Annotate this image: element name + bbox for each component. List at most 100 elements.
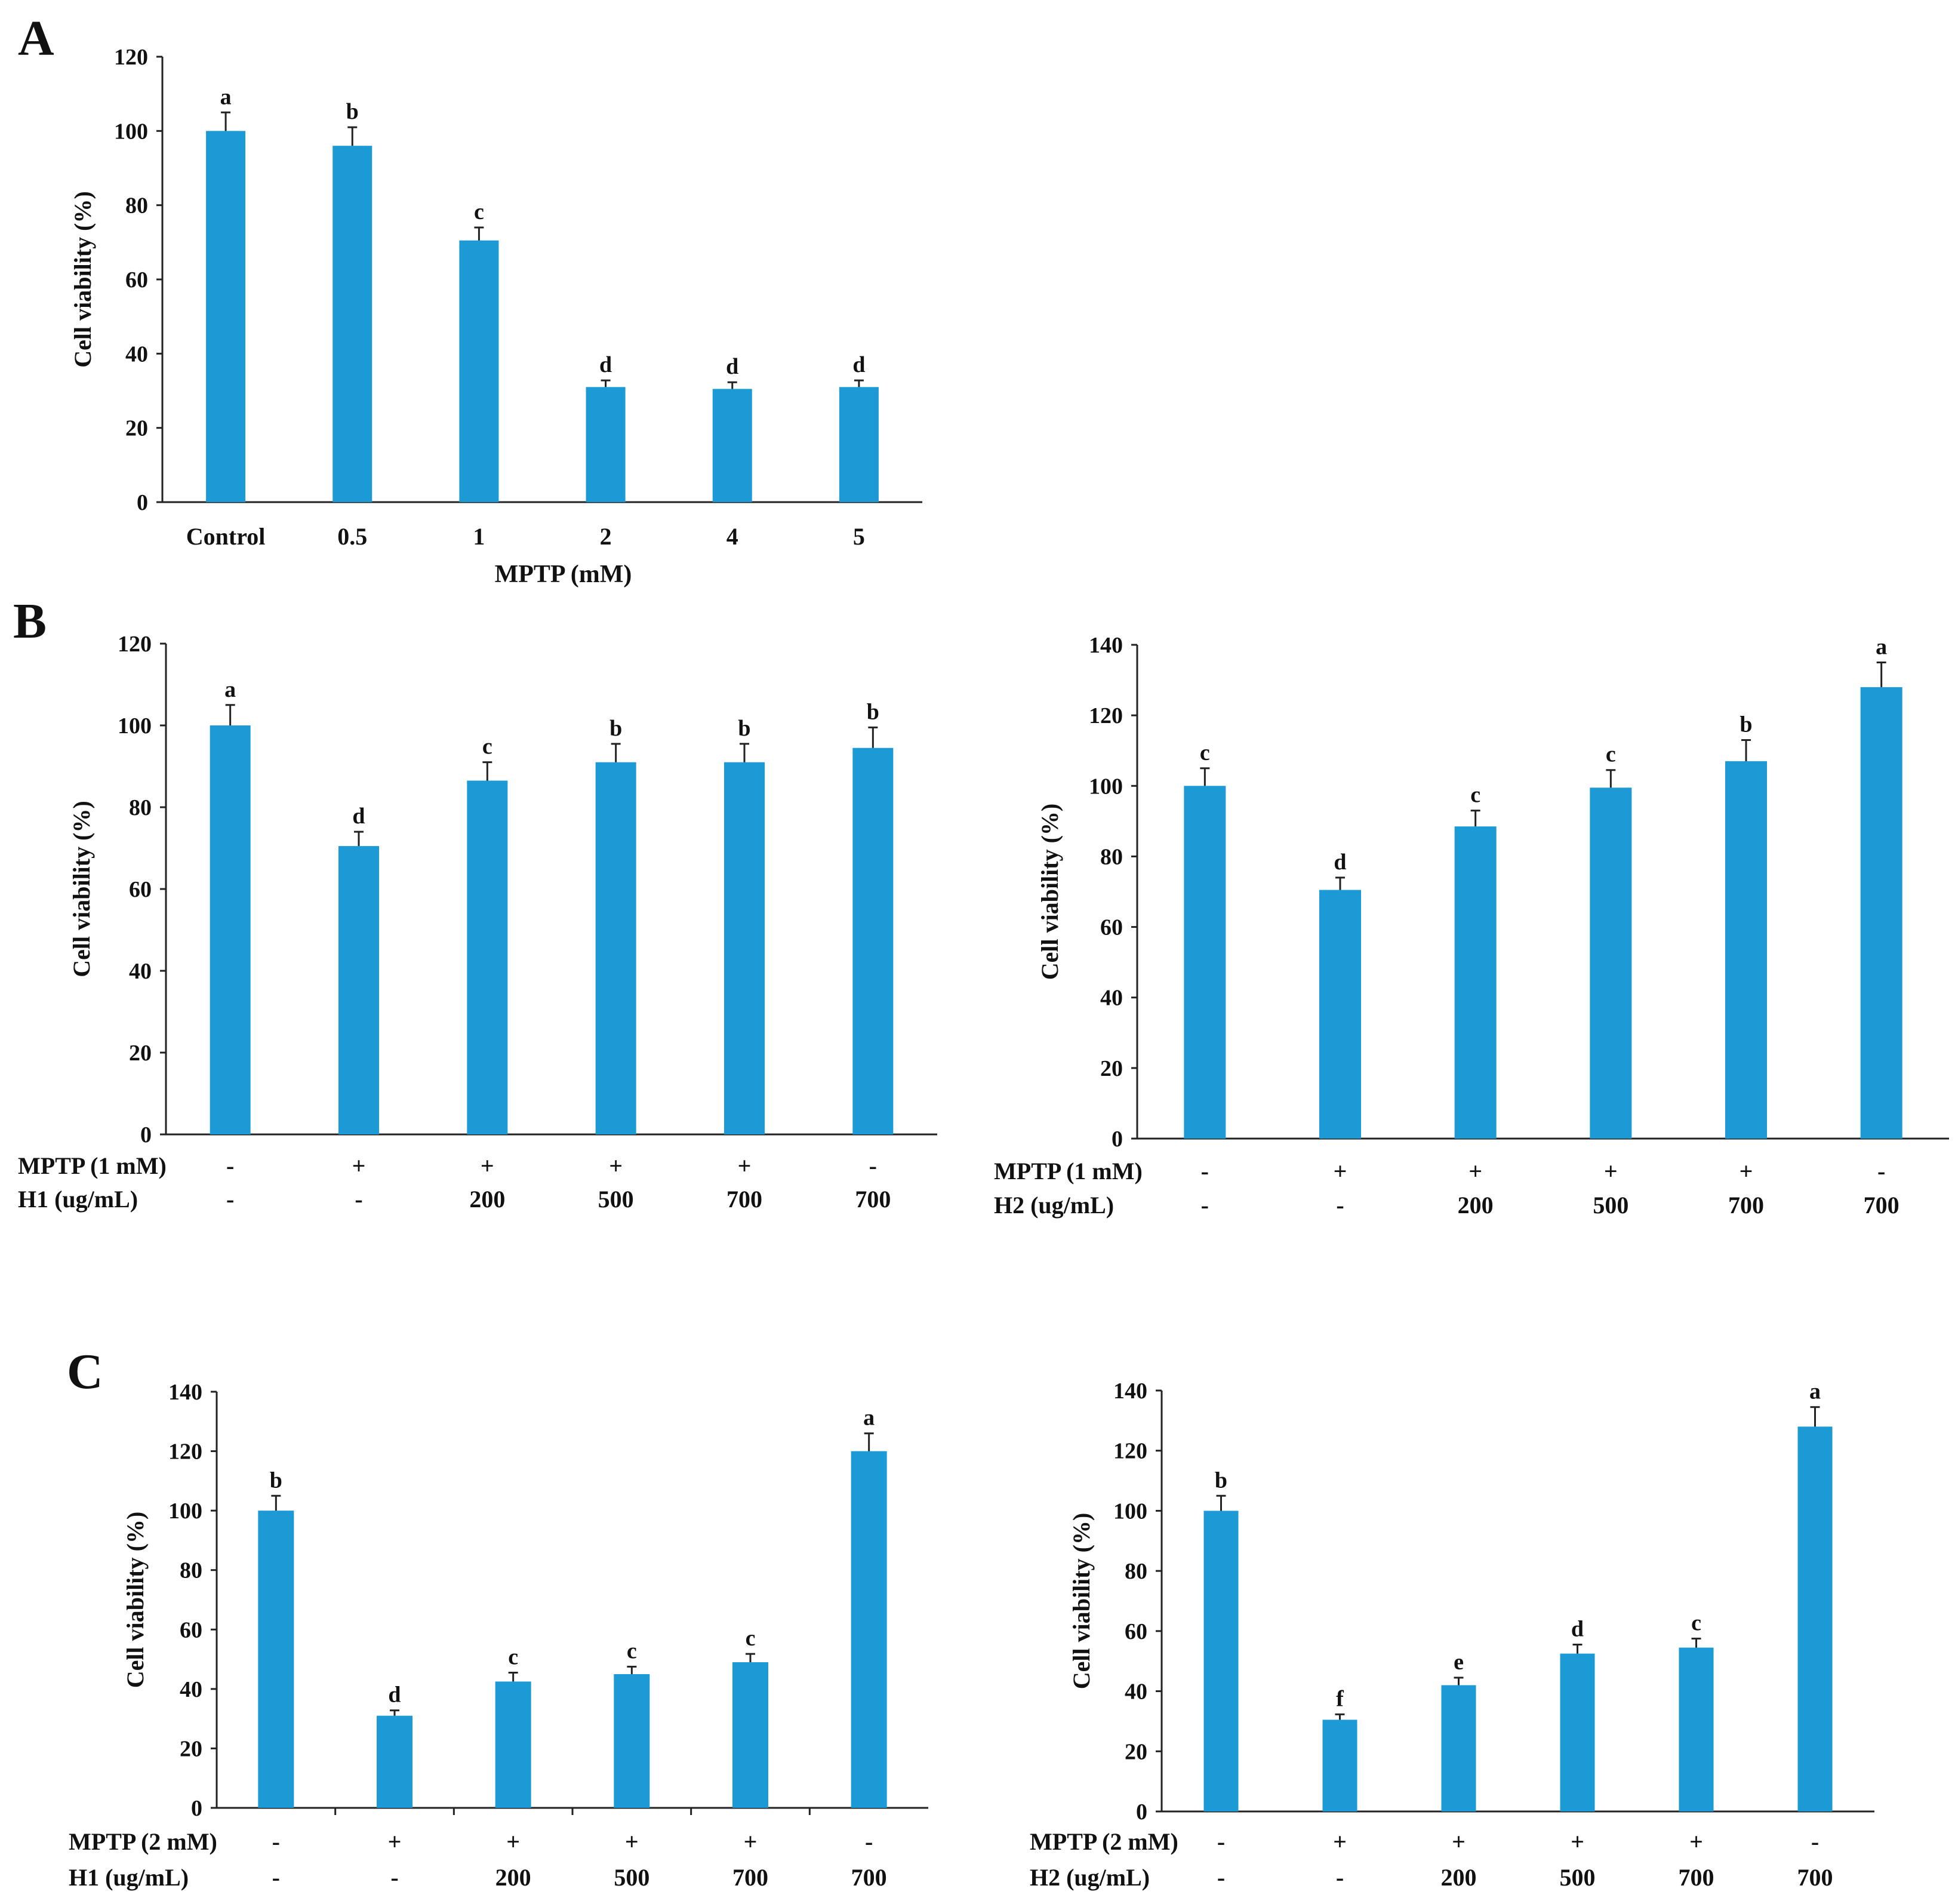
treatment-value: + xyxy=(388,1828,402,1855)
treatment-value: - xyxy=(1201,1192,1209,1219)
treatment-value: - xyxy=(1217,1864,1225,1891)
significance-letter: c xyxy=(508,1644,518,1669)
significance-letter: c xyxy=(474,199,484,224)
bar xyxy=(1322,1720,1357,1811)
significance-letter: b xyxy=(609,716,622,741)
treatment-value: + xyxy=(609,1152,623,1179)
y-tick-label: 100 xyxy=(1089,774,1123,799)
treatment-value: 700 xyxy=(851,1864,887,1891)
bar xyxy=(338,846,379,1134)
bar xyxy=(1184,786,1226,1139)
treatment-value: + xyxy=(738,1152,752,1179)
treatment-value: 200 xyxy=(495,1864,531,1891)
x-tick-label: 1 xyxy=(473,523,485,550)
y-tick-label: 120 xyxy=(1113,1439,1147,1464)
y-axis-label: Cell viability (%) xyxy=(122,1512,149,1688)
treatment-value: + xyxy=(625,1828,639,1855)
bar xyxy=(1679,1647,1714,1811)
treatment-value: 500 xyxy=(614,1864,649,1891)
y-tick-label: 40 xyxy=(129,959,152,984)
treatment-value: - xyxy=(1877,1158,1885,1185)
bar xyxy=(1454,826,1497,1139)
treatment-value: 700 xyxy=(1797,1864,1833,1891)
treatment-row-label: MPTP (2 mM) xyxy=(1030,1828,1178,1855)
significance-letter: d xyxy=(1571,1617,1584,1642)
y-tick-label: 20 xyxy=(1125,1739,1147,1764)
bar xyxy=(595,762,636,1134)
y-tick-label: 60 xyxy=(1100,915,1123,940)
treatment-value: + xyxy=(352,1152,366,1179)
y-axis-label: Cell viability (%) xyxy=(1068,1513,1095,1690)
significance-letter: c xyxy=(1470,783,1480,808)
y-tick-label: 0 xyxy=(1136,1800,1147,1825)
treatment-value: 700 xyxy=(732,1864,768,1891)
treatment-value: + xyxy=(1604,1158,1618,1185)
significance-letter: a xyxy=(220,84,232,109)
x-tick-label: 4 xyxy=(726,523,738,550)
treatment-value: - xyxy=(1217,1828,1225,1855)
chart-b1: B 0 20 40 60 80 100 120 Cell viability (%) a d c b b b… xyxy=(13,593,937,1213)
bar xyxy=(1441,1685,1476,1811)
treatment-value: - xyxy=(1336,1864,1344,1891)
treatment-row-label: MPTP (1 mM) xyxy=(994,1158,1143,1185)
significance-letter: c xyxy=(1200,740,1210,765)
treatment-value: 700 xyxy=(726,1186,762,1213)
treatment-value: - xyxy=(869,1152,877,1179)
y-tick-label: 80 xyxy=(129,795,152,820)
y-tick-label: 40 xyxy=(125,342,148,367)
treatment-value: - xyxy=(1811,1828,1819,1855)
y-tick-label: 100 xyxy=(1113,1499,1147,1524)
treatment-value: + xyxy=(1689,1828,1703,1855)
significance-letter: c xyxy=(746,1626,756,1651)
bar xyxy=(1590,788,1632,1139)
significance-letter: d xyxy=(352,804,365,829)
bar xyxy=(1203,1511,1239,1811)
chart-c2: 0 20 40 60 80 100 120 140 Cell viability (%) b f e d… xyxy=(1030,1379,1874,1891)
treatment-value: - xyxy=(865,1828,873,1855)
y-tick-label: 40 xyxy=(1125,1680,1147,1705)
y-tick-label: 80 xyxy=(125,193,148,219)
significance-letter: c xyxy=(1691,1610,1701,1635)
bar xyxy=(851,1451,887,1808)
y-tick-label: 20 xyxy=(125,416,148,441)
bar xyxy=(467,780,508,1134)
y-tick-label: 120 xyxy=(1089,703,1123,728)
significance-letter: a xyxy=(224,677,236,702)
bar xyxy=(586,387,626,502)
y-axis-label: Cell viability (%) xyxy=(1036,804,1063,980)
significance-letter: b xyxy=(346,99,359,124)
significance-letter: b xyxy=(1215,1468,1227,1493)
treatment-value: - xyxy=(226,1186,234,1213)
treatment-value: 500 xyxy=(598,1186,634,1213)
bar xyxy=(495,1681,531,1808)
y-tick-label: 80 xyxy=(1125,1559,1147,1584)
panel-label: B xyxy=(13,593,47,649)
y-tick-label: 40 xyxy=(1100,986,1123,1011)
y-tick-label: 140 xyxy=(1089,633,1123,658)
x-axis-label: MPTP (mM) xyxy=(495,561,632,588)
chart-a: A 0 20 40 60 80 100 120 Cell viability (%) a b c d d d… xyxy=(18,11,922,588)
significance-letter: c xyxy=(482,734,492,759)
treatment-row-label: MPTP (1 mM) xyxy=(18,1152,167,1179)
treatment-value: - xyxy=(1201,1158,1209,1185)
y-tick-label: 80 xyxy=(180,1558,202,1583)
significance-letter: b xyxy=(1740,712,1752,737)
significance-letter: f xyxy=(1336,1686,1344,1711)
panel-label: A xyxy=(18,11,54,66)
significance-letter: d xyxy=(388,1682,401,1708)
bar xyxy=(1560,1653,1595,1811)
y-tick-label: 20 xyxy=(180,1736,202,1761)
x-tick-label: Control xyxy=(186,523,266,550)
y-tick-label: 20 xyxy=(129,1041,152,1066)
significance-letter: a xyxy=(863,1405,875,1431)
treatment-value: - xyxy=(272,1864,280,1891)
bar xyxy=(1319,890,1361,1139)
treatment-value: - xyxy=(390,1864,398,1891)
treatment-value: 200 xyxy=(1458,1192,1494,1219)
y-tick-label: 100 xyxy=(118,713,152,739)
y-tick-label: 120 xyxy=(168,1439,202,1465)
bar xyxy=(712,389,752,502)
significance-letter: d xyxy=(852,352,865,377)
y-tick-label: 140 xyxy=(1113,1379,1147,1404)
